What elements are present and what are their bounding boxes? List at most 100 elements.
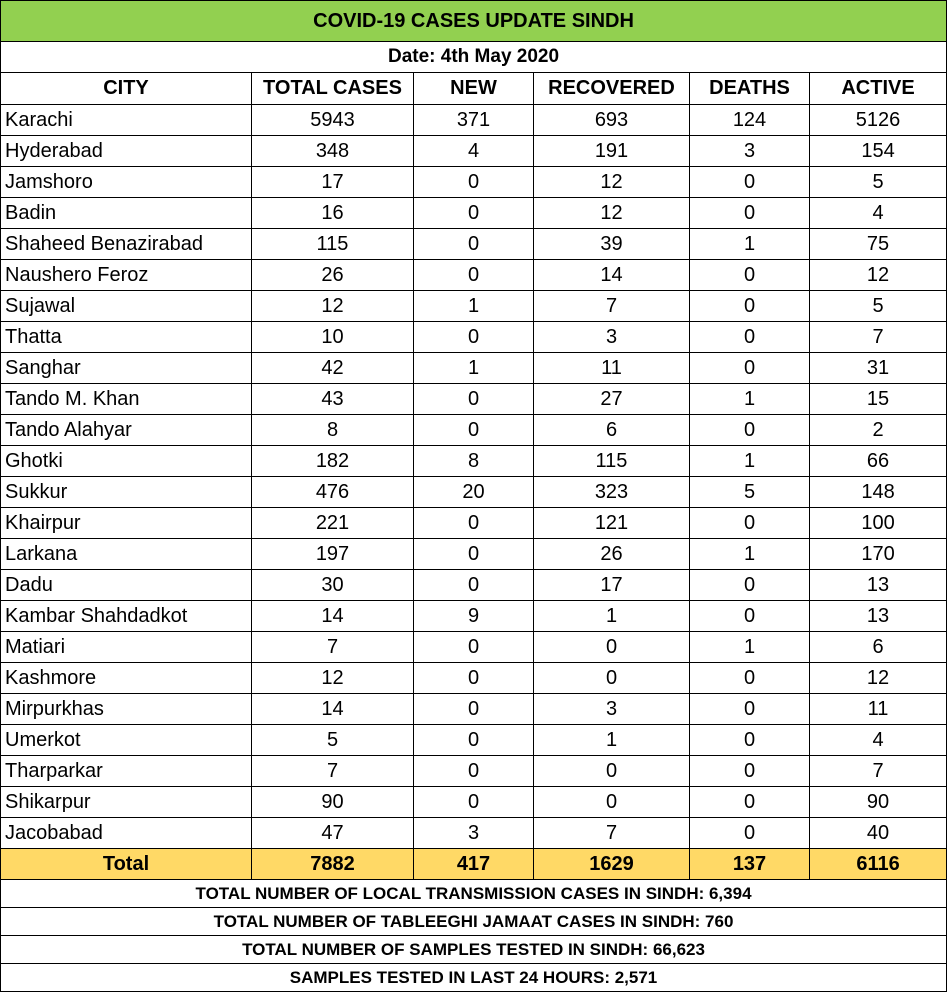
table-row: Tando M. Khan 43 0 27 1 15 bbox=[0, 383, 947, 415]
cell-deaths: 0 bbox=[689, 507, 810, 539]
cell-deaths: 0 bbox=[689, 724, 810, 756]
cell-total-cases: 14 bbox=[251, 600, 414, 632]
cell-active: 13 bbox=[808, 569, 947, 601]
table-row: Jamshoro 17 0 12 0 5 bbox=[0, 166, 947, 198]
table-row: Jacobabad 47 3 7 0 40 bbox=[0, 817, 947, 849]
cell-city: Kashmore bbox=[0, 662, 252, 694]
cell-active: 148 bbox=[808, 476, 947, 508]
cell-new: 20 bbox=[413, 476, 534, 508]
cell-new: 1 bbox=[413, 290, 534, 322]
table-row: Thatta 10 0 3 0 7 bbox=[0, 321, 947, 353]
cell-total-cases: 30 bbox=[251, 569, 414, 601]
date-row: Date: 4th May 2020 bbox=[0, 41, 947, 73]
table-row: Mirpurkhas 14 0 3 0 11 bbox=[0, 693, 947, 725]
cell-active: 4 bbox=[808, 724, 947, 756]
cell-total-cases: 43 bbox=[251, 383, 414, 415]
cell-city: Naushero Feroz bbox=[0, 259, 252, 291]
cell-recovered: 0 bbox=[533, 662, 690, 694]
cell-total-cases: 5943 bbox=[251, 104, 414, 136]
cell-active: 12 bbox=[808, 662, 947, 694]
cell-deaths: 0 bbox=[689, 197, 810, 229]
cell-new: 0 bbox=[413, 724, 534, 756]
cell-recovered: 191 bbox=[533, 135, 690, 167]
table-row: Sanghar 42 1 11 0 31 bbox=[0, 352, 947, 384]
cell-recovered: 12 bbox=[533, 197, 690, 229]
cell-recovered: 17 bbox=[533, 569, 690, 601]
cell-city: Shaheed Benazirabad bbox=[0, 228, 252, 260]
total-cases-value: 7882 bbox=[251, 848, 414, 880]
cell-city: Jamshoro bbox=[0, 166, 252, 198]
cell-total-cases: 16 bbox=[251, 197, 414, 229]
cell-city: Hyderabad bbox=[0, 135, 252, 167]
table-row: Matiari 7 0 0 1 6 bbox=[0, 631, 947, 663]
summary-tableeghi-jamaat: TOTAL NUMBER OF TABLEEGHI JAMAAT CASES I… bbox=[0, 907, 947, 936]
table-row: Karachi 5943 371 693 124 5126 bbox=[0, 104, 947, 136]
cell-recovered: 26 bbox=[533, 538, 690, 570]
cell-deaths: 0 bbox=[689, 569, 810, 601]
cell-recovered: 39 bbox=[533, 228, 690, 260]
cell-deaths: 1 bbox=[689, 631, 810, 663]
cell-deaths: 0 bbox=[689, 166, 810, 198]
cell-total-cases: 90 bbox=[251, 786, 414, 818]
cell-total-cases: 7 bbox=[251, 755, 414, 787]
cell-recovered: 1 bbox=[533, 724, 690, 756]
cell-deaths: 0 bbox=[689, 259, 810, 291]
table-row: Badin 16 0 12 0 4 bbox=[0, 197, 947, 229]
cell-new: 4 bbox=[413, 135, 534, 167]
cell-city: Sukkur bbox=[0, 476, 252, 508]
table-row: Kashmore 12 0 0 0 12 bbox=[0, 662, 947, 694]
header-row: CITY TOTAL CASES NEW RECOVERED DEATHS AC… bbox=[0, 72, 947, 105]
cell-active: 5 bbox=[808, 290, 947, 322]
column-header-total-cases: TOTAL CASES bbox=[251, 72, 414, 105]
cell-total-cases: 26 bbox=[251, 259, 414, 291]
cell-new: 8 bbox=[413, 445, 534, 477]
cell-new: 3 bbox=[413, 817, 534, 849]
cell-new: 0 bbox=[413, 693, 534, 725]
cell-active: 2 bbox=[808, 414, 947, 446]
summary-row-samples-24h: SAMPLES TESTED IN LAST 24 HOURS: 2,571 bbox=[0, 963, 947, 992]
cell-active: 66 bbox=[808, 445, 947, 477]
cell-recovered: 0 bbox=[533, 786, 690, 818]
table-row: Umerkot 5 0 1 0 4 bbox=[0, 724, 947, 756]
cell-active: 6 bbox=[808, 631, 947, 663]
table-row: Hyderabad 348 4 191 3 154 bbox=[0, 135, 947, 167]
cell-deaths: 0 bbox=[689, 662, 810, 694]
summary-row-local-transmission: TOTAL NUMBER OF LOCAL TRANSMISSION CASES… bbox=[0, 879, 947, 908]
cell-city: Kambar Shahdadkot bbox=[0, 600, 252, 632]
cell-total-cases: 348 bbox=[251, 135, 414, 167]
cell-deaths: 0 bbox=[689, 755, 810, 787]
cell-recovered: 12 bbox=[533, 166, 690, 198]
cell-new: 0 bbox=[413, 538, 534, 570]
table-title: COVID-19 CASES UPDATE SINDH bbox=[0, 0, 947, 42]
cell-city: Thatta bbox=[0, 321, 252, 353]
cell-active: 7 bbox=[808, 755, 947, 787]
cell-city: Sujawal bbox=[0, 290, 252, 322]
cell-active: 13 bbox=[808, 600, 947, 632]
cell-city: Mirpurkhas bbox=[0, 693, 252, 725]
cell-deaths: 3 bbox=[689, 135, 810, 167]
cell-new: 0 bbox=[413, 786, 534, 818]
cell-deaths: 0 bbox=[689, 817, 810, 849]
cell-total-cases: 12 bbox=[251, 290, 414, 322]
cell-total-cases: 17 bbox=[251, 166, 414, 198]
cell-total-cases: 7 bbox=[251, 631, 414, 663]
cell-recovered: 6 bbox=[533, 414, 690, 446]
cell-city: Matiari bbox=[0, 631, 252, 663]
table-row: Dadu 30 0 17 0 13 bbox=[0, 569, 947, 601]
cell-deaths: 0 bbox=[689, 414, 810, 446]
cell-active: 170 bbox=[808, 538, 947, 570]
cell-new: 0 bbox=[413, 662, 534, 694]
cell-total-cases: 5 bbox=[251, 724, 414, 756]
total-active-value: 6116 bbox=[808, 848, 947, 880]
cell-new: 1 bbox=[413, 352, 534, 384]
cell-total-cases: 476 bbox=[251, 476, 414, 508]
cell-deaths: 0 bbox=[689, 693, 810, 725]
cell-active: 100 bbox=[808, 507, 947, 539]
cell-new: 0 bbox=[413, 197, 534, 229]
cell-city: Umerkot bbox=[0, 724, 252, 756]
cell-active: 5 bbox=[808, 166, 947, 198]
table-row: Khairpur 221 0 121 0 100 bbox=[0, 507, 947, 539]
cell-total-cases: 42 bbox=[251, 352, 414, 384]
cell-deaths: 0 bbox=[689, 786, 810, 818]
